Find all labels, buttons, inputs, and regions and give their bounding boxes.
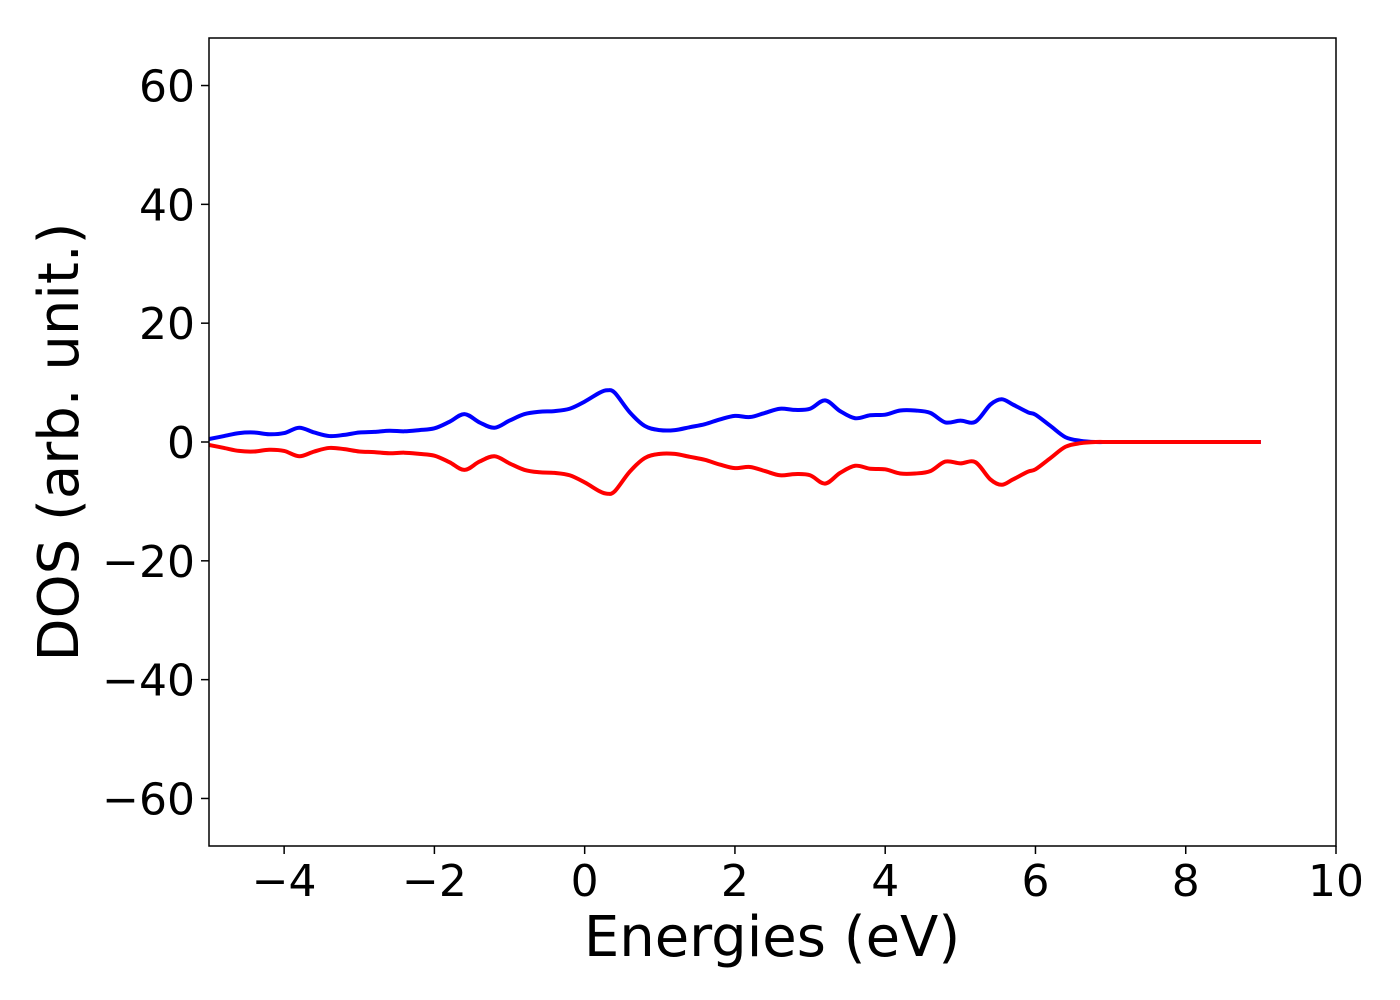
- x-tick-label: −2: [402, 856, 467, 907]
- series-line-red: [209, 439, 1261, 496]
- y-tick-label: −40: [102, 656, 195, 707]
- y-axis: 60 40 20 0 −20 −40 −60: [102, 62, 209, 825]
- series-line-blue: [209, 388, 1261, 445]
- series-layer: [209, 388, 1261, 496]
- x-tick-label: 6: [1021, 856, 1049, 907]
- x-tick-label: −4: [252, 856, 317, 907]
- x-axis: −4 −2 0 2 4 6 8 10: [252, 846, 1364, 907]
- x-tick-label: 0: [571, 856, 599, 907]
- y-tick-label: 40: [139, 180, 195, 231]
- x-tick-label: 4: [871, 856, 899, 907]
- y-tick-label: −20: [102, 537, 195, 588]
- y-tick-label: 60: [139, 62, 195, 113]
- y-tick-label: −60: [102, 774, 195, 825]
- y-tick-label: 0: [167, 418, 195, 469]
- y-tick-label: 20: [139, 299, 195, 350]
- x-axis-title: Energies (eV): [584, 905, 960, 970]
- y-axis-title: DOS (arb. unit.): [27, 222, 92, 661]
- x-tick-label: 2: [721, 856, 749, 907]
- x-tick-label: 8: [1172, 856, 1200, 907]
- x-tick-label: 10: [1308, 856, 1364, 907]
